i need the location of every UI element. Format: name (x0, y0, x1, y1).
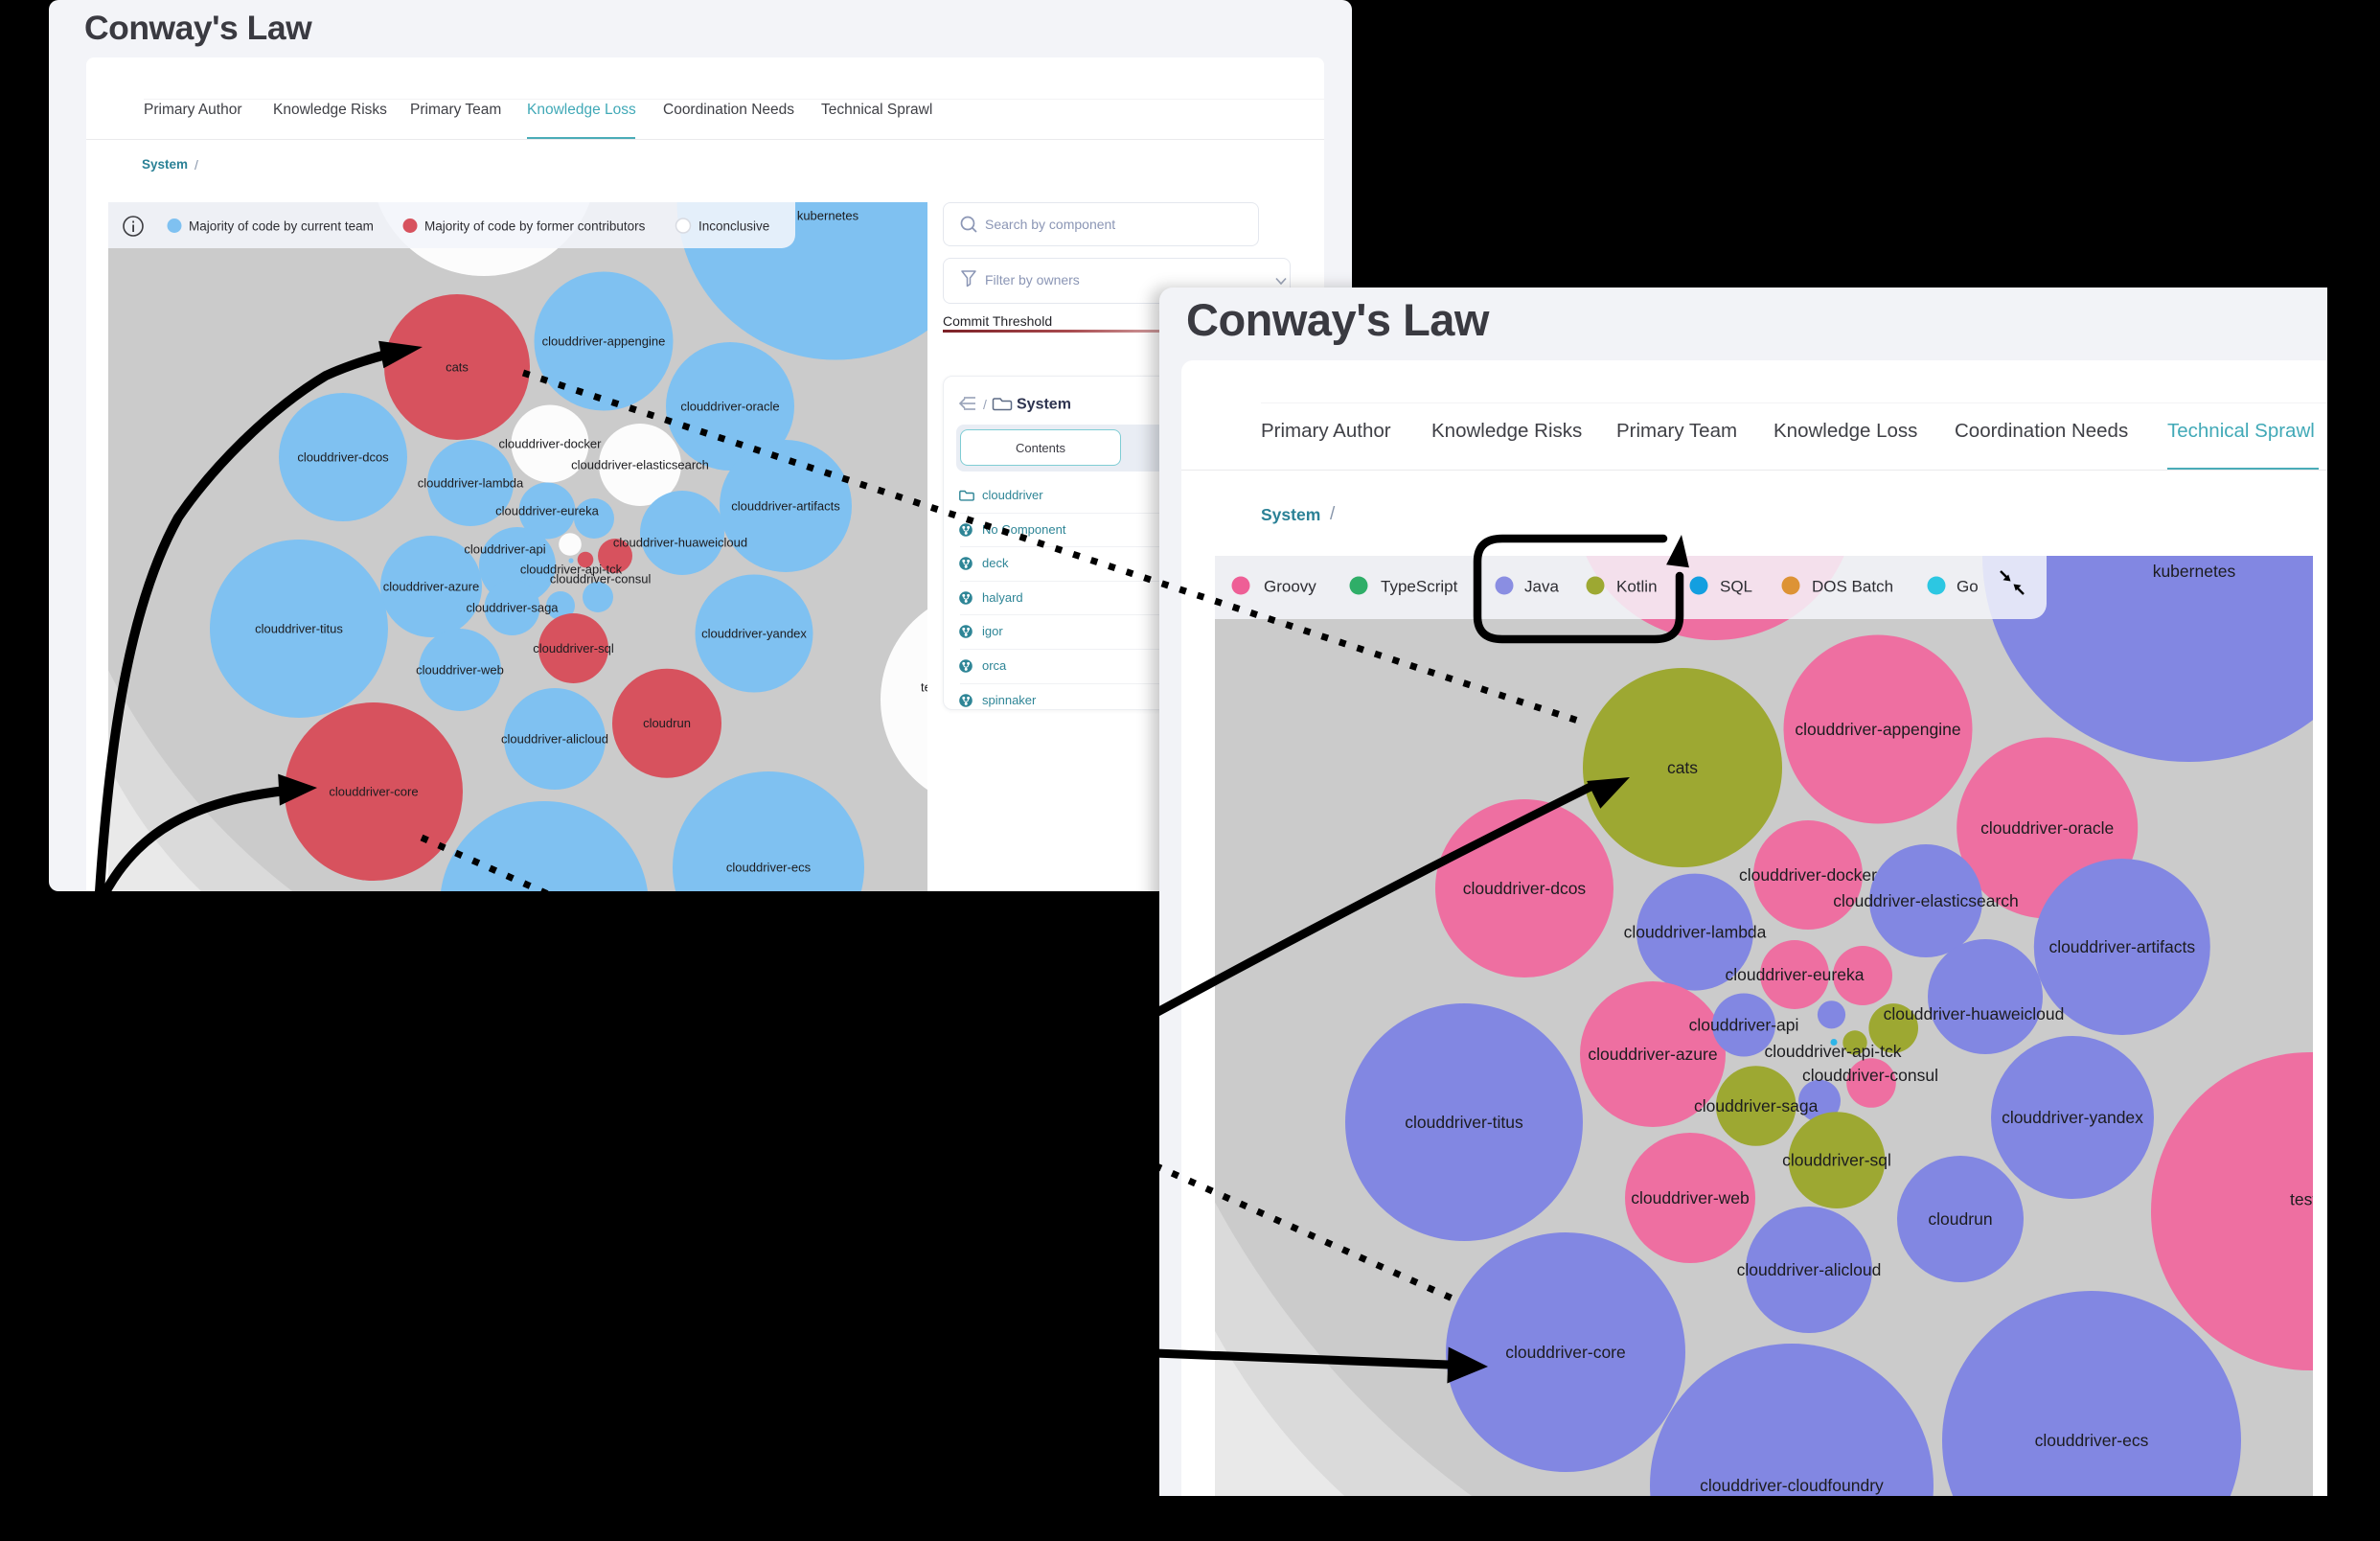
svg-text:System: System (1017, 397, 1071, 413)
svg-text:clouddriver-web: clouddriver-web (416, 663, 504, 678)
svg-text:clouddriver-api-tck: clouddriver-api-tck (1765, 1042, 1902, 1061)
svg-text:clouddriver-saga: clouddriver-saga (1694, 1096, 1819, 1116)
svg-text:clouddriver-consul: clouddriver-consul (1802, 1066, 1938, 1085)
svg-text:DOS Batch: DOS Batch (1812, 578, 1893, 596)
svg-text:Inconclusive: Inconclusive (698, 219, 769, 234)
svg-text:clouddriver-azure: clouddriver-azure (383, 580, 479, 594)
svg-text:clouddriver-appengine: clouddriver-appengine (542, 334, 666, 349)
svg-text:clouddriver-consul: clouddriver-consul (550, 572, 652, 586)
svg-text:clouddriver-docker: clouddriver-docker (499, 437, 603, 451)
svg-text:Majority of code by current te: Majority of code by current team (189, 219, 374, 234)
svg-text:clouddriver-saga: clouddriver-saga (466, 601, 559, 615)
svg-text:clouddriver-eureka: clouddriver-eureka (495, 504, 599, 518)
svg-text:clouddriver-elasticsearch: clouddriver-elasticsearch (1833, 891, 2019, 910)
svg-text:Majority of code by former con: Majority of code by former contributors (424, 219, 646, 234)
svg-text:clouddriver-dcos: clouddriver-dcos (297, 450, 389, 465)
svg-text:clouddriver-oracle: clouddriver-oracle (1980, 818, 2114, 838)
svg-text:cloudrun: cloudrun (643, 716, 691, 730)
svg-text:clouddriver-ecs: clouddriver-ecs (2035, 1431, 2149, 1450)
svg-text:kubernetes: kubernetes (2153, 562, 2236, 581)
svg-text:test: test (2290, 1190, 2313, 1209)
svg-text:test: test (921, 680, 927, 695)
svg-text:cloudrun: cloudrun (1928, 1209, 1992, 1229)
svg-text:clouddriver-api: clouddriver-api (1689, 1016, 1799, 1035)
svg-text:SQL: SQL (1720, 578, 1752, 596)
svg-text:clouddriver-alicloud: clouddriver-alicloud (501, 732, 608, 747)
svg-text:clouddriver-sql: clouddriver-sql (1782, 1151, 1891, 1170)
svg-text:cats: cats (446, 360, 469, 375)
svg-text:clouddriver-dcos: clouddriver-dcos (1463, 879, 1587, 898)
svg-text:clouddriver-artifacts: clouddriver-artifacts (731, 499, 840, 514)
svg-text:kubernetes: kubernetes (797, 209, 859, 223)
svg-text:clouddriver-eureka: clouddriver-eureka (1726, 965, 1865, 984)
svg-text:clouddriver-titus: clouddriver-titus (1405, 1113, 1523, 1132)
svg-text:clouddriver-sql: clouddriver-sql (533, 641, 614, 656)
svg-text:clouddriver-cloudfoundry: clouddriver-cloudfoundry (1700, 1476, 1884, 1495)
svg-text:clouddriver-lambda: clouddriver-lambda (418, 476, 524, 491)
svg-text:clouddriver-yandex: clouddriver-yandex (701, 627, 807, 641)
svg-text:clouddriver-oracle: clouddriver-oracle (680, 400, 779, 414)
svg-text:clouddriver-web: clouddriver-web (1631, 1188, 1750, 1208)
svg-text:clouddriver-ecs: clouddriver-ecs (726, 861, 812, 875)
svg-text:clouddriver-azure: clouddriver-azure (1588, 1045, 1717, 1064)
svg-text:clouddriver-titus: clouddriver-titus (255, 622, 343, 636)
svg-text:clouddriver-core: clouddriver-core (329, 785, 418, 799)
svg-text:clouddriver-yandex: clouddriver-yandex (2002, 1108, 2143, 1127)
svg-text:clouddriver-alicloud: clouddriver-alicloud (1737, 1260, 1882, 1279)
svg-text:Go: Go (1957, 578, 1979, 596)
svg-text:clouddriver-huaweicloud: clouddriver-huaweicloud (1884, 1004, 2065, 1024)
svg-text:clouddriver-appengine: clouddriver-appengine (1795, 720, 1960, 739)
svg-text:clouddriver-core: clouddriver-core (1505, 1343, 1625, 1362)
svg-text:cats: cats (1667, 758, 1698, 777)
svg-text:Java: Java (1524, 578, 1559, 596)
svg-text:Groovy: Groovy (1264, 578, 1316, 596)
svg-text:clouddriver-huaweicloud: clouddriver-huaweicloud (613, 536, 747, 550)
svg-text:clouddriver-api: clouddriver-api (464, 542, 545, 557)
svg-text:Kotlin: Kotlin (1616, 578, 1658, 596)
svg-text:clouddriver-lambda: clouddriver-lambda (1624, 923, 1767, 942)
svg-text:clouddriver-artifacts: clouddriver-artifacts (2048, 937, 2195, 956)
svg-text:clouddriver-docker: clouddriver-docker (1739, 865, 1877, 885)
svg-text:clouddriver-elasticsearch: clouddriver-elasticsearch (571, 458, 709, 472)
svg-text:TypeScript: TypeScript (1381, 578, 1458, 596)
svg-text:/: / (983, 397, 987, 412)
